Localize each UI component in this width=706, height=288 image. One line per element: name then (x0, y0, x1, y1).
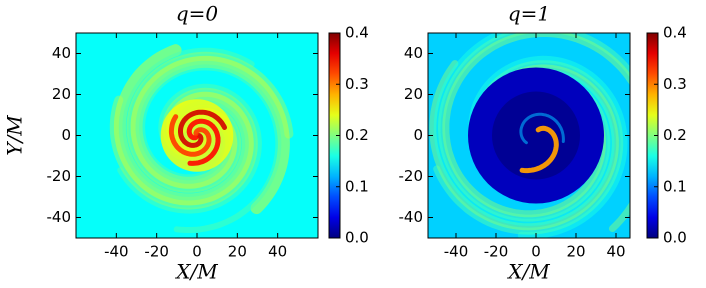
y-tick-label: 20 (404, 85, 423, 103)
x-tick-label: 0 (192, 243, 202, 261)
x-tick-label: 20 (566, 243, 585, 261)
colorbar-tick-label: 0.2 (345, 126, 369, 144)
x-tick-label: 20 (228, 243, 247, 261)
panel-title: q=1 (508, 2, 550, 26)
y-tick-label: 20 (52, 85, 71, 103)
y-tick-label: 40 (404, 44, 423, 62)
y-tick-label: -40 (399, 208, 424, 226)
swirl (186, 118, 221, 166)
x-tick-label: 0 (531, 243, 541, 261)
swirl (178, 109, 227, 148)
y-tick-label: -20 (399, 167, 424, 185)
y-tick-label: -40 (47, 208, 72, 226)
field (428, 33, 630, 238)
x-axis-label: X/M (174, 260, 218, 284)
x-tick-label: 40 (268, 243, 287, 261)
x-tick-label: -20 (144, 243, 169, 261)
colorbar-tick-label: 0.0 (345, 229, 369, 247)
swirl (168, 114, 212, 157)
y-axis-label: Y/M (3, 115, 27, 156)
colorbar-tick-label: 0.1 (345, 177, 369, 195)
x-axis-label: X/M (506, 260, 550, 284)
colorbar-tick-label: 0.0 (663, 229, 687, 247)
swirl (442, 33, 630, 233)
void-inner (492, 91, 580, 180)
x-tick-label: -40 (444, 243, 469, 261)
colorbar-tick-label: 0.1 (663, 177, 687, 195)
x-tick-label: -20 (484, 243, 509, 261)
panel-title: q=0 (176, 2, 219, 26)
colorbar-tick-label: 0.4 (663, 24, 687, 42)
y-tick-label: 0 (61, 126, 71, 144)
swirl (519, 125, 559, 174)
colorbar-tick-label: 0.4 (345, 24, 369, 42)
y-tick-label: -20 (47, 167, 72, 185)
colorbar-tick-label: 0.3 (663, 75, 687, 93)
y-tick-label: 0 (413, 126, 423, 144)
x-tick-label: -40 (104, 243, 129, 261)
colorbar-tick-label: 0.2 (663, 126, 687, 144)
colorbar-tick-label: 0.3 (345, 75, 369, 93)
field (76, 33, 318, 238)
y-tick-label: 40 (52, 44, 71, 62)
x-tick-label: 40 (606, 243, 625, 261)
swirl (519, 112, 565, 145)
